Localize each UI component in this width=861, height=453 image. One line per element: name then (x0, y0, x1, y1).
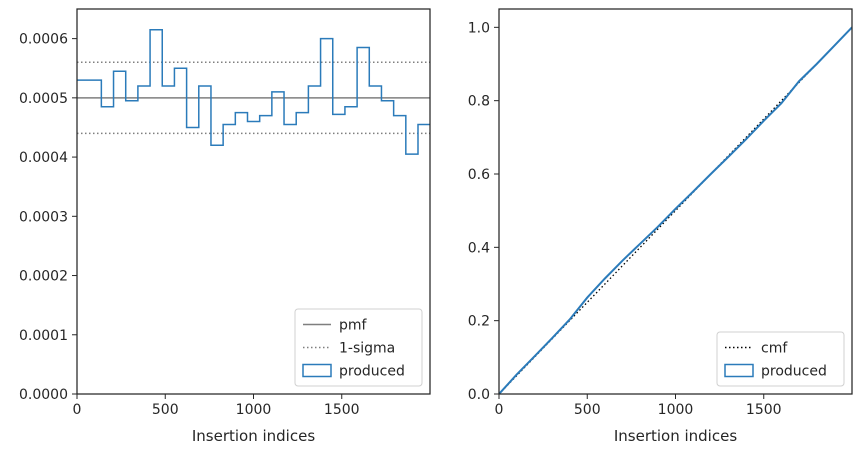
produced-step-series (77, 28, 430, 155)
axes-frame (76, 8, 431, 395)
legend-label-produced: produced (761, 364, 827, 380)
right-cumulative-chart: 0 500 1000 1500 0.0 0.2 0.4 0.6 0.8 1.0 Insertion … (468, 8, 853, 445)
y-tick-label: 0.4 (468, 240, 490, 256)
x-tick-label: 1000 (658, 402, 694, 418)
x-tick-label: 1500 (746, 402, 782, 418)
x-tick-label: 1500 (324, 402, 360, 418)
legend-box (294, 308, 423, 387)
plot-area (499, 26, 852, 394)
legend-label-pmf: pmf (339, 318, 368, 334)
y-tick-label: 0.0004 (19, 150, 68, 166)
legend-label-produced: produced (339, 364, 405, 380)
legend-label-1-sigma: 1-sigma (339, 341, 395, 357)
x-axis-label: Insertion indices (614, 427, 737, 445)
plot-area (77, 28, 430, 155)
y-tick-label: 1.0 (468, 20, 490, 36)
x-tick-label: 1000 (236, 402, 272, 418)
axes-frame (498, 8, 853, 395)
y-tick-label: 0.0000 (19, 387, 68, 403)
y-tick-label: 0.0001 (19, 328, 68, 344)
legend-box (716, 331, 845, 387)
y-tick-label: 0.0005 (19, 91, 68, 107)
x-tick-label: 0 (495, 402, 504, 418)
y-tick-label: 0.6 (468, 167, 490, 183)
legend: cmf produced (716, 331, 845, 387)
y-tick-label: 0.0006 (19, 32, 68, 48)
y-tick-label: 0.0 (468, 387, 490, 403)
y-tick-label: 0.8 (468, 94, 490, 110)
x-tick-label: 0 (73, 402, 82, 418)
x-tick-label: 500 (574, 402, 601, 418)
legend-label-cmf: cmf (761, 341, 788, 357)
left-histogram-chart: 0 500 1000 1500 0.0000 0.0001 0.0002 0.0003 0.00… (19, 8, 431, 445)
y-tick-label: 0.0003 (19, 209, 68, 225)
y-tick-label: 0.2 (468, 314, 490, 330)
legend-swatch-produced (724, 363, 754, 378)
legend: pmf 1-sigma produced (294, 308, 423, 387)
y-tick-label: 0.0002 (19, 269, 68, 285)
legend-swatch-produced (302, 363, 332, 378)
x-tick-label: 500 (152, 402, 179, 418)
produced-series-line (499, 26, 852, 394)
x-axis-label: Insertion indices (192, 427, 315, 445)
